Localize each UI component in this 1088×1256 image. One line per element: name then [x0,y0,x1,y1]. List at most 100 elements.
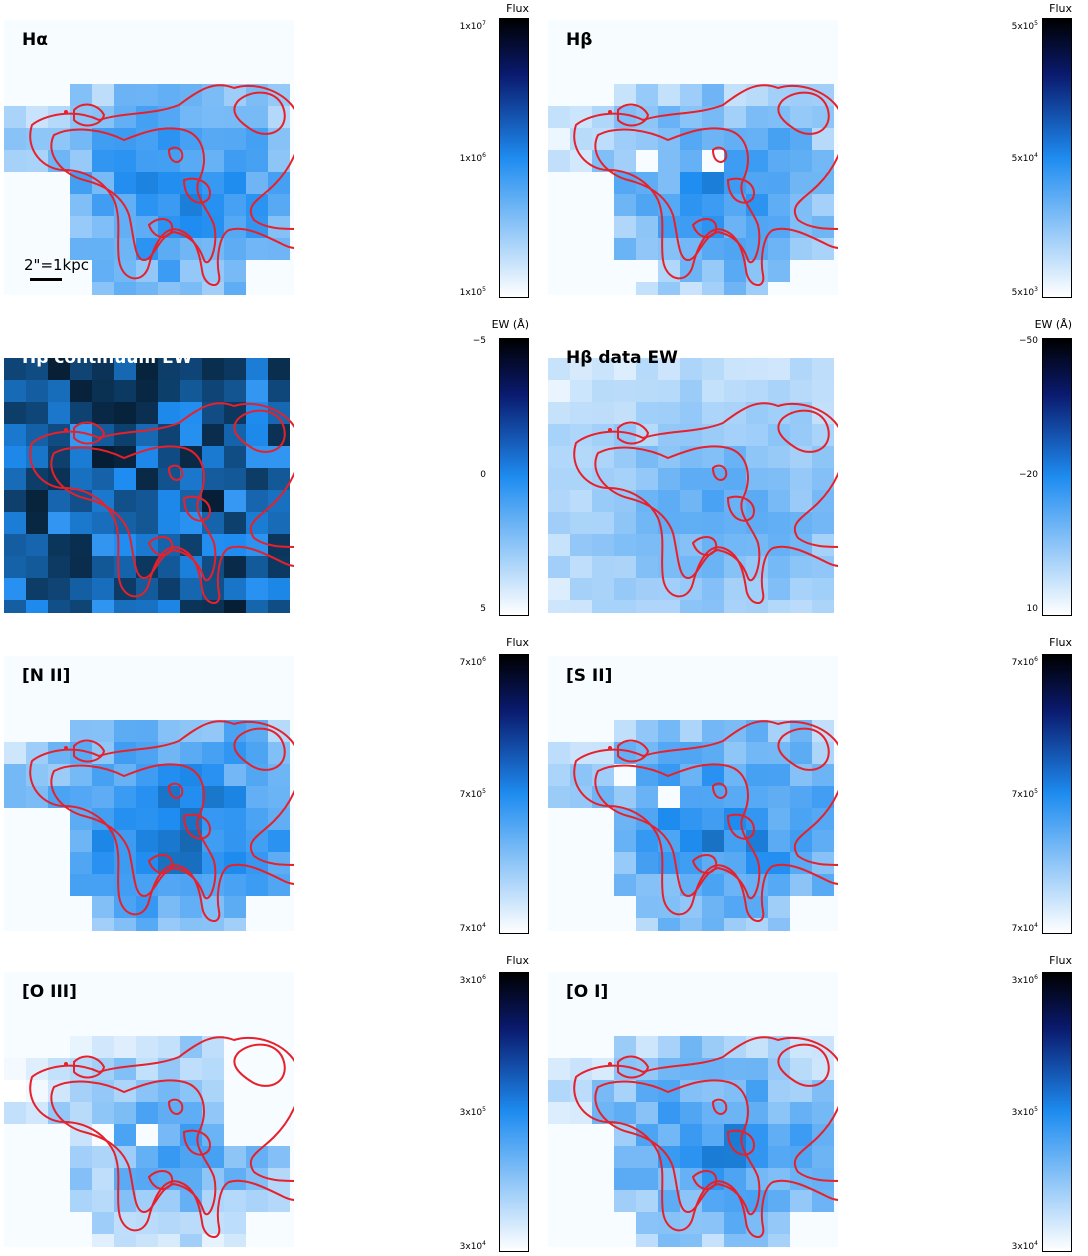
map-pixel [768,490,790,512]
map-pixel [746,808,768,830]
map-pixel [136,786,158,808]
map-pixel [592,556,614,578]
map-pixel [746,358,768,380]
map-pixel [746,424,768,446]
map-pixel [268,238,290,260]
map-pixel [70,402,92,424]
map-pixel [768,1102,790,1124]
map-pixel [136,600,158,613]
map-pixel [70,194,92,216]
map-pixel [658,600,680,613]
map-pixel [548,556,570,578]
map-pixel [702,874,724,896]
map-pixel [614,358,636,380]
map-pixel [680,172,702,194]
map-pixel [4,1058,26,1080]
map-pixel [70,874,92,896]
map-pixel [26,380,48,402]
map-pixel [680,150,702,172]
map-pixel [70,216,92,238]
colorbar-title: Flux [506,636,529,649]
map-pixel [812,852,834,874]
map-pixel [790,238,812,260]
map-pixel [158,358,180,380]
map-pixel [790,512,812,534]
map-pixel [4,600,26,613]
map-pixel [48,534,70,556]
map-pixel [790,150,812,172]
panel-label: Hβ data EW [566,348,678,368]
map-pixel [202,490,224,512]
map-pixel [180,874,202,896]
map-pixel [746,534,768,556]
map-pixel [158,1058,180,1080]
map-pixel [268,194,290,216]
map-pixel [724,742,746,764]
radio-contour-point [64,746,68,750]
map-pixel [680,600,702,613]
map-pixel [158,1102,180,1124]
map-pixel [224,150,246,172]
map-pixel [202,402,224,424]
map-pixel [48,358,70,380]
map-pixel [548,424,570,446]
map-pixel [768,1212,790,1234]
map-pixel [702,84,724,106]
map-pixel [92,720,114,742]
map-pixel [202,380,224,402]
map-pixel [26,106,48,128]
map-pixel [114,424,136,446]
map-pixel [136,1234,158,1247]
map-pixel [614,446,636,468]
map-pixel [224,194,246,216]
map-pixel [724,446,746,468]
map-pixel [70,556,92,578]
map-pixel [136,742,158,764]
map-pixel [246,808,268,830]
map-pixel [614,534,636,556]
radio-contour [691,536,718,556]
map-pixel [548,578,570,600]
map-pixel [746,172,768,194]
radio-contour [573,1036,838,1238]
map-pixel [680,1124,702,1146]
map-pixel [548,534,570,556]
map-pixel [636,402,658,424]
map-pixel [724,424,746,446]
map-pixel [658,282,680,295]
map-pixel [570,1058,592,1080]
map-pixel [724,358,746,380]
map-pixel [768,896,790,918]
map-pixel [92,896,114,918]
map-pixel [592,380,614,402]
map-pixel [724,468,746,490]
map-pixel [114,358,136,380]
map-pixel [136,150,158,172]
radio-contour [711,146,728,163]
map-pixel [592,578,614,600]
radio-contour [594,127,761,264]
map-pixel [636,852,658,874]
map-pixel [724,764,746,786]
map-pixel [70,786,92,808]
map-pixel [724,150,746,172]
map-pixel [790,852,812,874]
colorbar-tick-top: 7x106 [1011,656,1038,668]
map-pixel [114,918,136,931]
map-pixel [746,764,768,786]
map-pixel [92,512,114,534]
map-pixel [26,358,48,380]
map-pixel [746,216,768,238]
map-pixel [636,216,658,238]
map-pixel [636,808,658,830]
map-pixel [658,84,680,106]
map-pixel [790,490,812,512]
map-pixel [680,424,702,446]
map-pixel [158,84,180,106]
radio-contour [617,103,650,127]
map-pixel [636,1190,658,1212]
panel-label: Hα [22,30,48,50]
map-pixel [180,830,202,852]
map-pixel [790,830,812,852]
map-pixel [702,1124,724,1146]
